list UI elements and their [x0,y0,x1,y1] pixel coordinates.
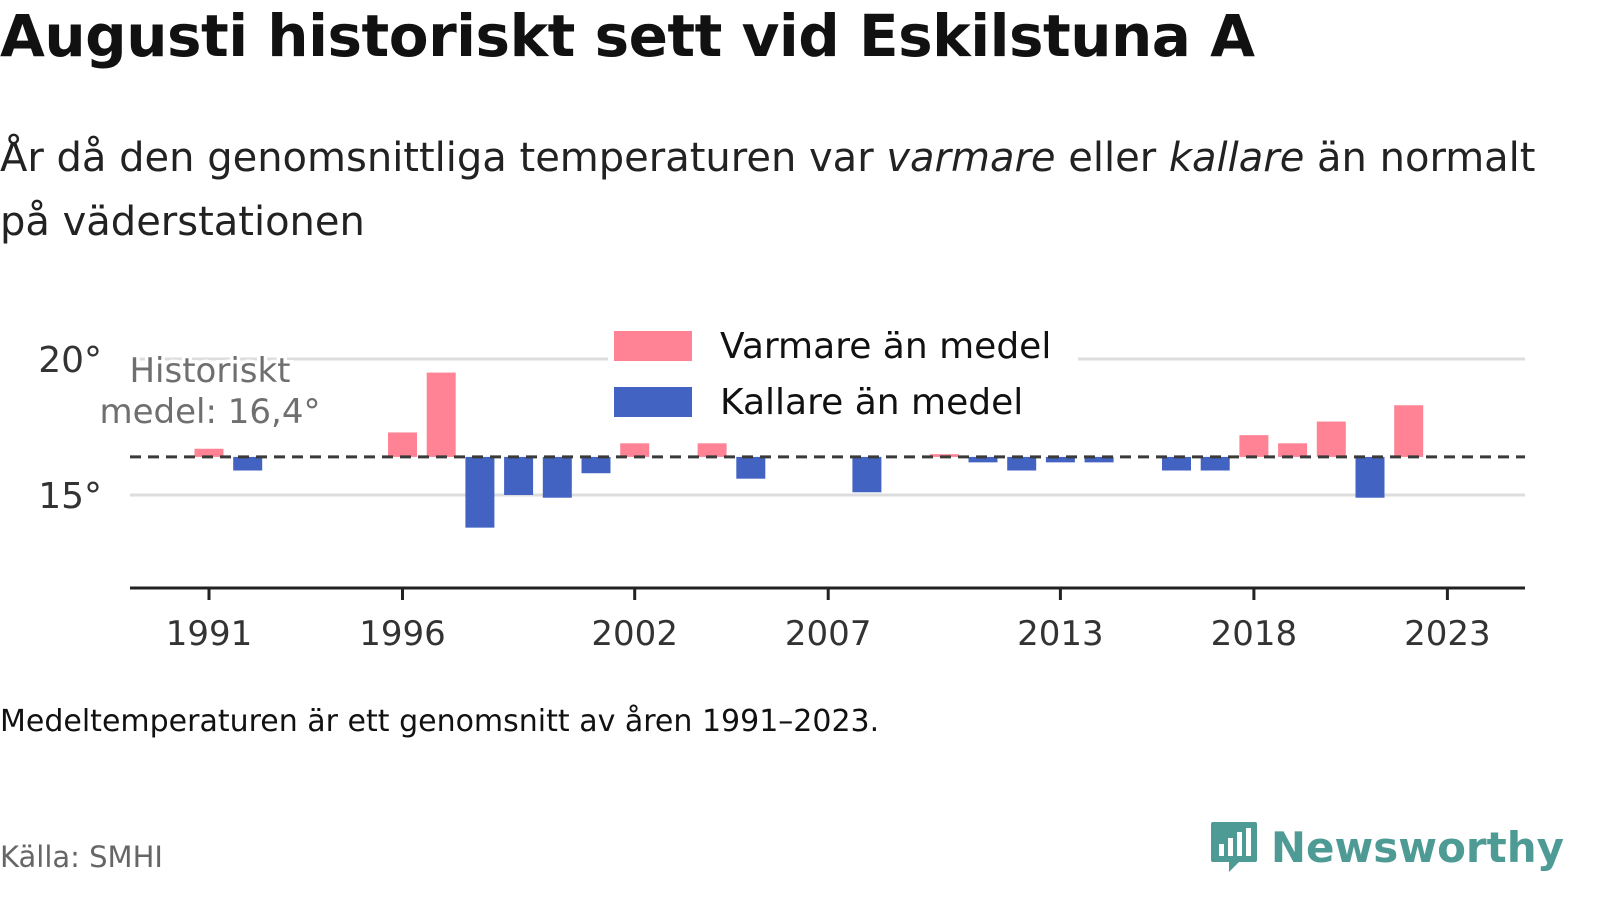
y-tick-label-15: 15° [38,476,102,517]
bar-2000 [542,456,572,498]
bar-2016 [1162,456,1191,471]
newsworthy-logo-icon [1210,822,1257,872]
subtitle-part2: eller [1055,135,1169,181]
chart-note: Medeltemperaturen är ett genomsnitt av å… [0,704,880,739]
x-tick-label-1996: 1996 [359,614,446,654]
bar-2011 [968,456,998,463]
x-tick-label-1991: 1991 [166,614,253,654]
x-tick-label-2023: 2023 [1404,614,1491,654]
bar-2002 [620,443,650,457]
subtitle-part1: År då den genomsnittliga temperaturen va… [0,135,887,181]
historical-mean-label-line2: medel: 16,4° [100,392,321,432]
bar-2013 [1045,456,1075,463]
bar-2008 [852,456,882,493]
y-tick-label-20: 20° [38,340,102,381]
bar-2005 [736,456,766,479]
bar-2019 [1278,443,1308,457]
x-tick-label-2007: 2007 [785,614,872,654]
bar-2022 [1394,405,1424,457]
chart-title: Augusti historiskt sett vid Eskilstuna A [0,2,1255,70]
newsworthy-brand: Newsworthy [1209,820,1564,874]
bar-2018 [1239,435,1269,457]
axis-ticks: 15° 20° 1991 1996 2002 2007 2013 2018 2023 [38,340,1490,654]
bar-series [194,372,1424,528]
x-tick-label-2013: 2013 [1017,614,1104,654]
bar-2004 [697,443,727,457]
brand-name: Newsworthy [1270,822,1564,872]
bar-2012 [1007,456,1037,471]
legend-cold-label: Kallare än medel [720,382,1023,423]
temperature-bar-chart: Historiskt medel: 16,4° Varmare än medel… [38,326,1525,654]
bar-1997 [426,372,456,457]
bar-1998 [465,456,495,528]
subtitle-warm-word: varmare [886,135,1056,181]
x-tick-label-2002: 2002 [591,614,678,654]
subtitle-cold-word: kallare [1168,135,1305,181]
legend-cold-swatch [614,387,692,417]
chart-subtitle: År då den genomsnittliga temperaturen va… [0,126,1560,254]
bar-1996 [388,432,417,457]
subtitle-part3: än normalt på väderstationen [0,135,1536,245]
historical-mean-label-line1: Historiskt [129,351,290,391]
legend-warm-swatch [614,331,692,361]
bar-1992 [233,456,263,471]
source-credit: Källa: SMHI [0,840,163,874]
bar-2021 [1355,456,1385,498]
x-tick-label-2018: 2018 [1211,614,1298,654]
bar-1999 [504,456,534,495]
bar-2001 [581,456,611,474]
bar-1991 [194,448,224,457]
bar-2014 [1084,456,1114,463]
bar-2020 [1316,421,1346,457]
legend-warm-label: Varmare än medel [720,326,1051,367]
bar-2017 [1200,456,1230,471]
chart-legend: Varmare än medel Kallare än medel [608,326,1078,436]
